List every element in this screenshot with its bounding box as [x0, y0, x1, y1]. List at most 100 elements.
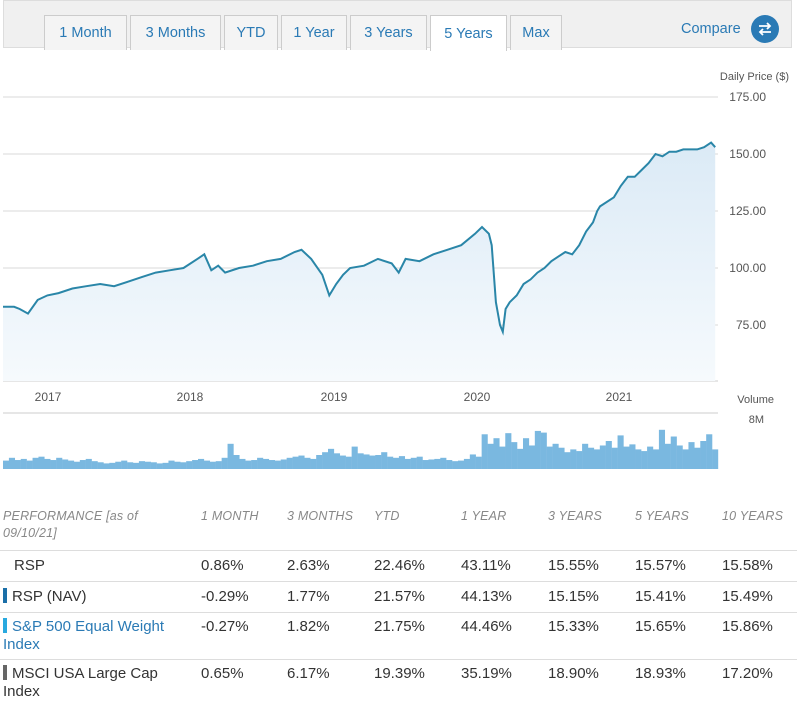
volume-bar — [20, 458, 27, 469]
volume-bar — [310, 458, 317, 469]
volume-bar — [434, 458, 441, 469]
volume-bar — [156, 463, 163, 469]
volume-bar — [611, 447, 618, 469]
volume-bar — [599, 445, 606, 469]
value-3-years: 15.55% — [548, 557, 599, 574]
value-5-years: 15.57% — [635, 557, 686, 574]
volume-bar — [593, 449, 601, 469]
volume-bar — [700, 441, 707, 469]
volume-bar — [517, 448, 524, 469]
volume-bar — [576, 451, 583, 469]
price-chart[interactable]: Daily Price ($) 175.00 150.00 125.00 100.00… — [0, 68, 797, 413]
volume-bar — [564, 452, 571, 469]
volume-bar — [251, 460, 258, 469]
volume-bar — [150, 462, 157, 469]
header-1-month: 1 MONTH — [201, 509, 259, 523]
table-row: MSCI USA Large Cap Index 0.65% 6.17% 19.… — [0, 660, 797, 708]
volume-bar — [558, 447, 565, 469]
volume-bar — [629, 444, 636, 469]
tab-ytd[interactable]: YTD — [224, 15, 278, 50]
volume-bar — [91, 461, 98, 469]
header-5-years: 5 YEARS — [635, 509, 689, 523]
value-10-years: 17.20% — [722, 665, 773, 682]
row-name-text: MSCI USA Large Cap — [12, 665, 158, 682]
volume-bar — [357, 453, 364, 469]
row-name-link[interactable]: S&P 500 Equal Weight Index — [3, 618, 164, 654]
volume-bar — [658, 429, 666, 469]
value-3-years: 15.33% — [548, 618, 599, 635]
series-color-swatch — [3, 588, 7, 603]
tab-3-years[interactable]: 3 Years — [350, 15, 427, 50]
x-tick-label: 2021 — [606, 390, 633, 404]
table-row: RSP (NAV) -0.29% 1.77% 21.57% 44.13% 15.… — [0, 582, 797, 613]
volume-bar — [257, 457, 264, 469]
volume-bar — [127, 462, 134, 469]
volume-bar — [570, 449, 577, 469]
volume-tick-label: 8M — [749, 414, 764, 426]
tab-5-years[interactable]: 5 Years — [430, 15, 507, 51]
volume-bar — [192, 460, 199, 469]
volume-bar — [233, 455, 240, 469]
row-name-text[interactable]: S&P 500 Equal Weight — [12, 618, 165, 635]
y-tick-label: 175.00 — [729, 90, 766, 104]
tab-3-months[interactable]: 3 Months — [130, 15, 221, 50]
header-as-of-date: 09/10/21] — [3, 526, 57, 540]
header-performance: PERFORMANCE [as of — [3, 509, 138, 523]
volume-bar — [73, 461, 81, 469]
swap-arrows-icon — [750, 15, 779, 43]
row-name-text-line2[interactable]: Index — [3, 636, 40, 653]
value-ytd: 21.57% — [374, 588, 425, 605]
volume-bar — [387, 456, 394, 469]
volume-bar — [706, 434, 713, 469]
tab-1-year[interactable]: 1 Year — [281, 15, 347, 50]
value-ytd: 22.46% — [374, 557, 425, 574]
value-5-years: 15.65% — [635, 618, 686, 635]
volume-bar — [68, 460, 75, 469]
compare-label: Compare — [681, 21, 741, 37]
compare-button[interactable]: Compare — [681, 15, 779, 43]
volume-bar — [381, 452, 388, 469]
volume-bar — [393, 457, 400, 469]
volume-bar — [286, 457, 293, 469]
volume-bar — [215, 461, 222, 469]
volume-bar — [103, 463, 110, 469]
volume-bar — [138, 461, 146, 469]
volume-bar — [428, 459, 435, 469]
volume-bar — [274, 460, 281, 469]
value-1-month: -0.29% — [201, 588, 249, 605]
y-tick-label: 75.00 — [736, 318, 766, 332]
value-10-years: 15.86% — [722, 618, 773, 635]
value-1-month: -0.27% — [201, 618, 249, 635]
volume-bar — [623, 446, 630, 469]
volume-bar — [676, 445, 683, 469]
volume-bar — [363, 454, 370, 469]
volume-bar — [635, 449, 642, 469]
row-name-text: RSP (NAV) — [12, 588, 87, 605]
header-3-years: 3 YEARS — [548, 509, 602, 523]
volume-bar — [79, 460, 86, 469]
header-ytd: YTD — [374, 509, 400, 523]
row-name: MSCI USA Large Cap Index — [3, 665, 158, 701]
volume-bar — [416, 456, 423, 469]
value-3-months: 6.17% — [287, 665, 330, 682]
performance-header-row: PERFORMANCE [as of 09/10/21] 1 MONTH 3 M… — [0, 503, 797, 551]
tab-max[interactable]: Max — [510, 15, 562, 50]
volume-bar — [263, 458, 270, 469]
volume-bar — [446, 460, 453, 469]
volume-bar — [369, 455, 376, 469]
volume-bar — [115, 461, 122, 469]
volume-bar — [487, 443, 494, 469]
volume-bar — [32, 457, 39, 469]
volume-bar — [440, 457, 447, 469]
volume-bar — [3, 460, 10, 469]
volume-axis-label: Volume — [737, 394, 774, 406]
volume-bar — [239, 458, 246, 469]
volume-bar — [44, 458, 51, 469]
volume-bar — [227, 443, 234, 469]
tab-1-month[interactable]: 1 Month — [44, 15, 127, 50]
volume-bar — [203, 460, 211, 469]
volume-bar — [688, 442, 695, 469]
volume-bar — [121, 460, 128, 469]
value-1-year: 43.11% — [461, 557, 511, 574]
volume-bar — [221, 457, 228, 469]
